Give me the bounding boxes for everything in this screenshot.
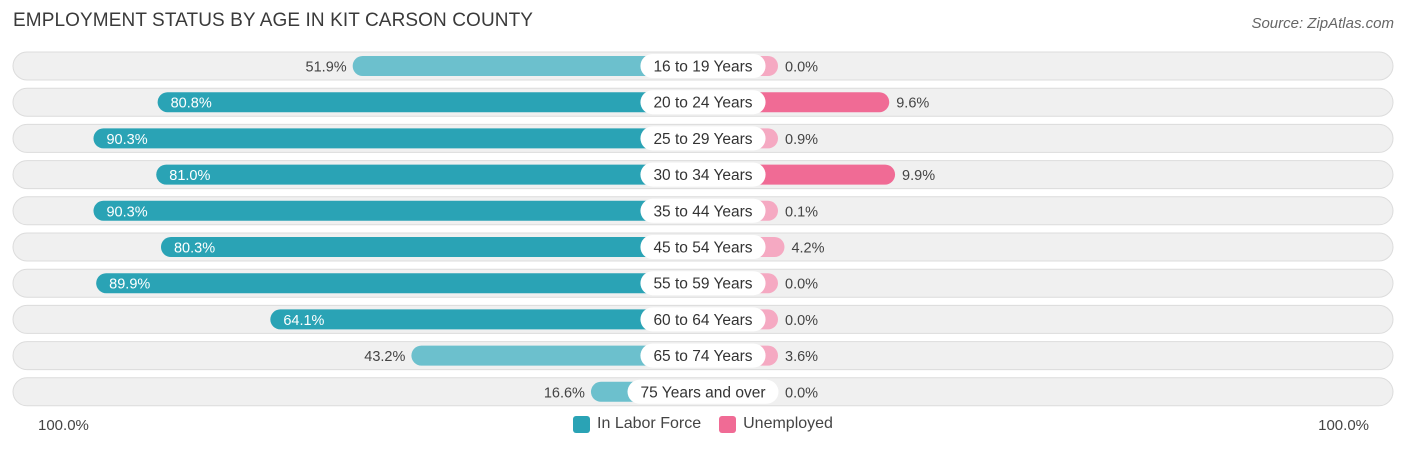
- category-label: 60 to 64 Years: [653, 312, 752, 329]
- category-pill: [627, 379, 779, 404]
- labor-force-bar: [352, 56, 703, 76]
- category-pill: [640, 271, 766, 296]
- category-label: 75 Years and over: [641, 384, 766, 401]
- labor-force-bar: [160, 237, 704, 257]
- labor-force-bar: [96, 273, 704, 294]
- unemployed-value-label: 0.9%: [785, 132, 818, 148]
- legend-item-labor-force: In Labor Force: [573, 415, 701, 433]
- unemployed-value-label: 9.9%: [902, 168, 935, 184]
- category-pill: [640, 198, 766, 223]
- labor-force-value-label: 80.8%: [171, 96, 212, 112]
- labor-force-bar: [157, 92, 704, 113]
- source-label: Source: ZipAtlas.com: [1251, 15, 1394, 32]
- axis-left-label: 100.0%: [38, 417, 89, 434]
- category-label: 16 to 19 Years: [653, 59, 752, 76]
- axis-right-label: 100.0%: [1318, 417, 1369, 434]
- legend-item-unemployed: Unemployed: [719, 415, 833, 433]
- unemployed-value-label: 0.0%: [785, 60, 818, 76]
- category-pill: [640, 307, 766, 332]
- unemployed-value-label: 0.0%: [785, 277, 818, 293]
- category-label: 45 to 54 Years: [653, 240, 752, 257]
- chart-title: EMPLOYMENT STATUS BY AGE IN KIT CARSON C…: [13, 10, 534, 31]
- labor-force-value-label: 90.3%: [106, 132, 147, 148]
- category-pill: [640, 343, 766, 368]
- labor-force-bar: [93, 128, 704, 149]
- category-label: 65 to 74 Years: [653, 348, 752, 365]
- legend-label-labor-force: In Labor Force: [597, 415, 702, 432]
- legend-swatch-unemployed: [719, 415, 737, 433]
- legend-swatch-labor-force: [573, 415, 591, 433]
- labor-force-bar: [270, 309, 703, 330]
- category-pill: [640, 90, 766, 115]
- unemployed-value-label: 3.6%: [785, 349, 818, 365]
- labor-force-value-label: 64.1%: [283, 313, 324, 329]
- labor-force-value-label: 89.9%: [109, 277, 150, 293]
- labor-force-value-label: 80.3%: [174, 241, 215, 257]
- category-label: 35 to 44 Years: [653, 203, 752, 220]
- category-pill: [640, 162, 766, 187]
- category-label: 30 to 34 Years: [653, 167, 752, 184]
- labor-force-bar: [156, 164, 703, 185]
- unemployed-value-label: 0.0%: [785, 385, 818, 401]
- unemployed-value-label: 0.0%: [785, 313, 818, 329]
- labor-force-value-label: 43.2%: [364, 349, 405, 365]
- labor-force-bar: [411, 345, 703, 366]
- unemployed-value-label: 0.1%: [785, 204, 818, 220]
- legend: In Labor Force Unemployed: [0, 415, 1406, 433]
- category-label: 25 to 29 Years: [653, 131, 752, 148]
- labor-force-value-label: 90.3%: [106, 204, 147, 220]
- unemployed-value-label: 9.6%: [896, 96, 929, 112]
- labor-force-bar: [93, 200, 704, 221]
- labor-force-value-label: 16.6%: [544, 385, 585, 401]
- legend-label-unemployed: Unemployed: [743, 415, 833, 432]
- category-pill: [640, 235, 766, 259]
- category-pill: [640, 54, 766, 78]
- labor-force-value-label: 51.9%: [306, 60, 347, 76]
- labor-force-value-label: 81.0%: [169, 168, 210, 184]
- category-pill: [640, 126, 766, 151]
- category-label: 20 to 24 Years: [653, 95, 752, 112]
- chart-area: 51.9% 0.0% 16 to 19 Years 80.8% 9.6% 20 to 24…: [12, 51, 1394, 407]
- category-label: 55 to 59 Years: [653, 276, 752, 293]
- unemployed-value-label: 4.2%: [791, 241, 824, 257]
